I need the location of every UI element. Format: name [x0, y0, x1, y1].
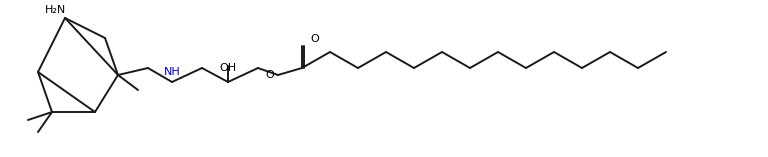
- Text: H₂N: H₂N: [45, 5, 65, 15]
- Text: O: O: [310, 34, 319, 44]
- Text: O: O: [266, 70, 274, 80]
- Text: NH: NH: [164, 67, 180, 77]
- Text: OH: OH: [220, 63, 237, 73]
